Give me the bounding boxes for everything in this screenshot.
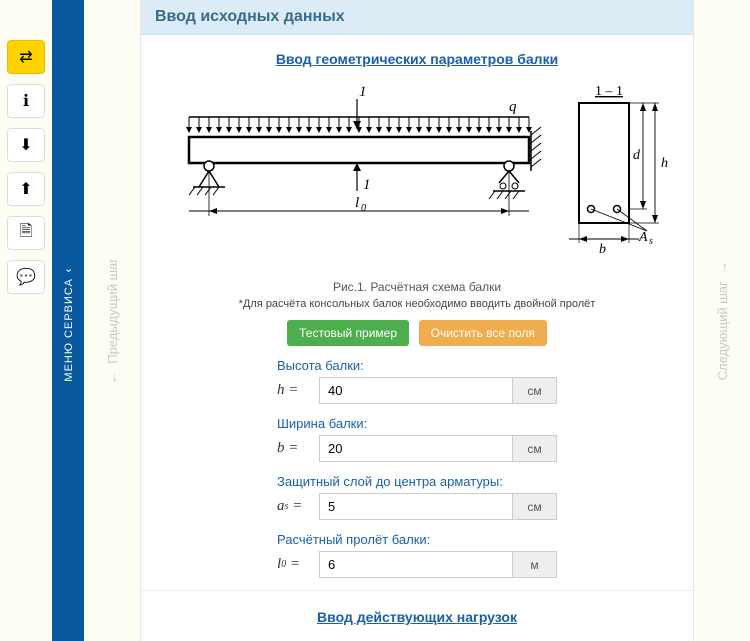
unit-cover: см [513, 493, 557, 520]
document-button[interactable]: 🗎 [7, 216, 45, 250]
svg-text:1 – 1: 1 – 1 [595, 84, 623, 99]
svg-text:0: 0 [361, 203, 366, 214]
document-icon: 🗎 [20, 220, 33, 247]
input-width[interactable] [319, 435, 513, 462]
diagram-label-q: q [509, 99, 517, 115]
diagram-caption: Рис.1. Расчётная схема балки [159, 280, 675, 294]
info-icon: ℹ [23, 91, 29, 111]
service-menu-rail[interactable]: МЕНЮ СЕРВИСА ⌃ [52, 0, 84, 641]
symbol-b: b = [277, 435, 319, 462]
label-span: Расчётный пролёт балки: [277, 532, 557, 547]
section-loads-heading[interactable]: Ввод действующих нагрузок [317, 609, 517, 625]
test-example-button[interactable]: Тестовый пример [287, 320, 409, 346]
service-menu-label: МЕНЮ СЕРВИСА ⌃ [62, 260, 75, 382]
unit-width: см [513, 435, 557, 462]
diagram-note: *Для расчёта консольных балок необходимо… [159, 298, 675, 310]
page-title: Ввод исходных данных [141, 0, 693, 35]
label-height: Высота балки: [277, 358, 557, 373]
svg-text:l: l [355, 195, 359, 211]
download-button[interactable]: ⬇ [7, 128, 45, 162]
input-cover[interactable] [319, 493, 513, 520]
beam-diagram: q 1 [159, 81, 675, 274]
unit-span: м [513, 551, 557, 578]
svg-text:h: h [661, 156, 668, 171]
svg-text:d: d [633, 148, 641, 163]
svg-text:1: 1 [359, 84, 367, 100]
section-divider [141, 590, 693, 591]
symbol-h: h = [277, 377, 319, 404]
info-button[interactable]: ℹ [7, 84, 45, 118]
label-cover: Защитный слой до центра арматуры: [277, 474, 557, 489]
symbol-as: as = [277, 493, 319, 520]
svg-text:A: A [638, 230, 648, 245]
chat-button[interactable]: 💬 [7, 260, 45, 294]
symbol-l0: l0 = [277, 551, 319, 578]
input-height[interactable] [319, 377, 513, 404]
svg-text:s: s [649, 236, 653, 247]
svg-text:b: b [599, 242, 606, 257]
main-content: Ввод исходных данных Ввод геометрических… [140, 0, 694, 641]
download-icon: ⬇ [19, 135, 32, 155]
chat-icon: 💬 [16, 267, 36, 287]
upload-icon: ⬆ [19, 179, 32, 199]
prev-step-nav[interactable]: ← Предыдущий шаг [84, 0, 140, 641]
input-span[interactable] [319, 551, 513, 578]
clear-all-button[interactable]: Очистить все поля [419, 320, 547, 346]
section-geometry-heading[interactable]: Ввод геометрических параметров балки [276, 51, 558, 67]
next-step-nav[interactable]: Следующий шаг → [694, 0, 750, 641]
next-step-label: Следующий шаг → [715, 261, 730, 380]
prev-step-label: ← Предыдущий шаг [105, 258, 120, 384]
svg-text:1: 1 [363, 177, 371, 193]
unit-height: см [513, 377, 557, 404]
swap-icon: ⇄ [19, 47, 32, 67]
geometry-form: Высота балки: h = см Ширина балки: b = с… [277, 358, 557, 578]
upload-button[interactable]: ⬆ [7, 172, 45, 206]
swap-button[interactable]: ⇄ [7, 40, 45, 74]
left-icon-rail: ⇄ ℹ ⬇ ⬆ 🗎 💬 [0, 0, 52, 641]
label-width: Ширина балки: [277, 416, 557, 431]
